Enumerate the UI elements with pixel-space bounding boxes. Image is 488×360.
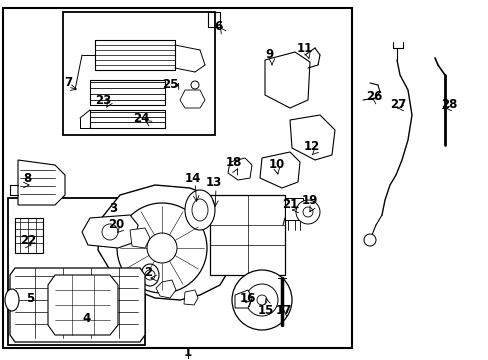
- Text: 21: 21: [281, 198, 298, 211]
- Polygon shape: [130, 228, 150, 248]
- Text: 15: 15: [257, 303, 274, 316]
- Polygon shape: [98, 185, 235, 300]
- Circle shape: [295, 200, 319, 224]
- Circle shape: [147, 233, 177, 263]
- Circle shape: [257, 295, 266, 305]
- Polygon shape: [48, 275, 118, 335]
- Text: 19: 19: [301, 194, 318, 207]
- Text: 3: 3: [109, 202, 117, 215]
- Polygon shape: [18, 160, 65, 205]
- Polygon shape: [227, 158, 251, 180]
- Text: 2: 2: [143, 266, 152, 279]
- Text: 14: 14: [184, 171, 201, 184]
- Circle shape: [303, 207, 312, 217]
- Bar: [63, 12, 215, 135]
- Text: 27: 27: [389, 99, 406, 112]
- Ellipse shape: [141, 264, 159, 286]
- Polygon shape: [82, 215, 138, 248]
- Ellipse shape: [5, 289, 19, 311]
- Text: 16: 16: [239, 292, 256, 305]
- Circle shape: [191, 81, 199, 89]
- Text: 4: 4: [82, 311, 91, 324]
- Circle shape: [363, 234, 375, 246]
- Text: 23: 23: [95, 94, 111, 108]
- Text: 25: 25: [162, 78, 178, 91]
- Text: 5: 5: [26, 292, 34, 305]
- Polygon shape: [289, 115, 334, 160]
- Bar: [8, 198, 145, 345]
- Text: 20: 20: [108, 219, 124, 231]
- Text: 10: 10: [268, 158, 285, 171]
- Text: 13: 13: [205, 176, 222, 189]
- Text: 9: 9: [265, 49, 274, 62]
- Text: 26: 26: [365, 90, 382, 104]
- Text: 17: 17: [275, 303, 291, 316]
- Text: 12: 12: [303, 140, 320, 153]
- Polygon shape: [10, 268, 145, 342]
- Ellipse shape: [184, 190, 215, 230]
- Polygon shape: [183, 290, 198, 305]
- Text: 24: 24: [133, 112, 149, 125]
- Text: 8: 8: [23, 171, 31, 184]
- Text: 1: 1: [183, 346, 192, 359]
- Text: 18: 18: [225, 157, 242, 170]
- Circle shape: [245, 284, 278, 316]
- Text: 6: 6: [213, 21, 222, 33]
- Polygon shape: [235, 290, 251, 308]
- Text: 11: 11: [296, 41, 312, 54]
- Circle shape: [231, 270, 291, 330]
- Polygon shape: [156, 280, 176, 298]
- Circle shape: [102, 224, 118, 240]
- Bar: [15, 218, 43, 253]
- Circle shape: [117, 203, 206, 293]
- Text: 28: 28: [440, 99, 456, 112]
- Polygon shape: [264, 52, 309, 108]
- Bar: [285, 198, 303, 220]
- Circle shape: [145, 270, 155, 280]
- Text: 7: 7: [64, 77, 72, 90]
- Bar: [3, 8, 351, 348]
- Bar: [209, 195, 285, 275]
- Ellipse shape: [192, 199, 207, 221]
- Text: 22: 22: [20, 234, 36, 247]
- Polygon shape: [260, 152, 299, 188]
